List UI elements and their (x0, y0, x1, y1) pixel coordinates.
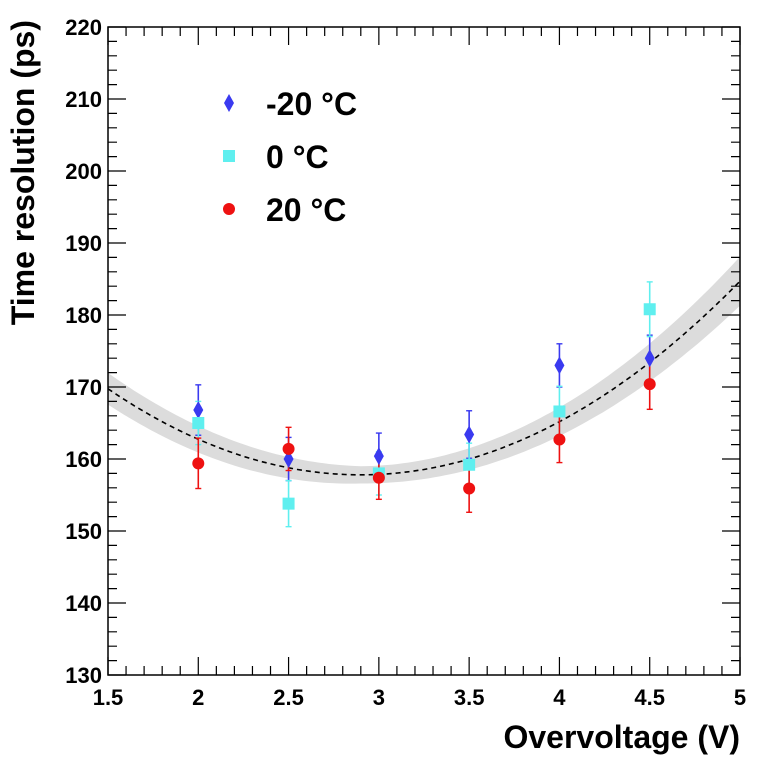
y-tick-label: 210 (65, 87, 102, 112)
data-point (372, 471, 385, 484)
x-tick-label: 3.5 (454, 685, 485, 710)
y-axis-title: Time resolution (ps) (5, 20, 41, 325)
data-point (192, 417, 205, 429)
x-axis-title: Overvoltage (V) (503, 719, 740, 755)
fit-curve (107, 280, 741, 476)
data-point (282, 442, 295, 455)
legend-marker (224, 94, 234, 112)
y-tick-label: 180 (65, 303, 102, 328)
x-tick-label: 5 (734, 685, 746, 710)
y-tick-label: 200 (65, 159, 102, 184)
y-tick-label: 130 (65, 663, 102, 688)
fit-uncertainty-band (108, 256, 740, 484)
fit-line (107, 280, 741, 476)
x-tick-labels: 1.5 2 2.5 3 3.5 4 4.5 5 (93, 685, 746, 710)
legend-marker (223, 150, 235, 162)
x-tick-label: 4 (553, 685, 566, 710)
plot-frame (107, 26, 741, 676)
data-point (644, 349, 655, 368)
data-point (463, 482, 476, 495)
data-point (553, 405, 566, 418)
data-point (553, 433, 566, 446)
y-tick-label: 190 (65, 231, 102, 256)
x-tick-label: 4.5 (634, 685, 665, 710)
data-point (643, 378, 656, 391)
data-point (283, 450, 294, 468)
x-tick-label: 3 (373, 685, 385, 710)
x-tick-label: 1.5 (93, 685, 124, 710)
y-tick-labels: 130 140 150 160 170 180 190 200 210 220 (65, 15, 102, 688)
data-point (193, 401, 204, 420)
y-tick-label: 220 (65, 15, 102, 40)
data-point (554, 356, 565, 375)
data-point (282, 497, 295, 510)
data-point (464, 425, 475, 444)
y-tick-label: 150 (65, 519, 102, 544)
data-point (373, 447, 384, 466)
y-tick-label: 140 (65, 591, 102, 616)
data-point (463, 458, 476, 471)
y-tick-label: 160 (65, 447, 102, 472)
legend: -20 °C 0 °C 20 °C (223, 86, 357, 228)
y-tick-label: 170 (65, 375, 102, 400)
tick-marks (107, 26, 741, 676)
legend-label: 0 °C (266, 139, 329, 175)
data-point (643, 303, 656, 316)
legend-marker (223, 203, 235, 215)
fit-band (108, 256, 740, 484)
axis-ticks (107, 26, 741, 676)
data-markers (192, 303, 656, 510)
data-point (192, 457, 205, 470)
x-tick-label: 2 (192, 685, 204, 710)
legend-label: 20 °C (266, 192, 346, 228)
legend-label: -20 °C (266, 86, 357, 122)
x-tick-label: 2.5 (273, 685, 304, 710)
